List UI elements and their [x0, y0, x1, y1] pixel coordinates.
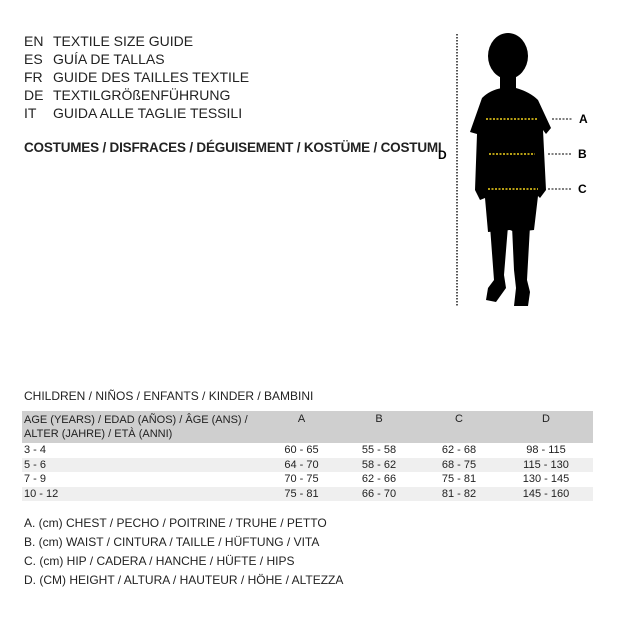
- cell-a: 60 - 65: [284, 444, 319, 457]
- label-a: A: [579, 112, 588, 126]
- lang-line-it: IT GUIDA ALLE TAGLIE TESSILI: [24, 104, 242, 122]
- cell-c: 68 - 75: [419, 457, 499, 472]
- cell-c: 75 - 81: [441, 473, 477, 486]
- cell-b: 62 - 66: [361, 473, 397, 486]
- cell-age: 5 - 6: [22, 457, 264, 472]
- lang-code: EN: [24, 33, 44, 49]
- lang-text: TEXTILE SIZE GUIDE: [53, 33, 194, 49]
- table-row: 10 - 12 75 - 81 66 - 70 81 - 82 145 - 160: [22, 486, 593, 501]
- measure-lines: [486, 118, 538, 190]
- cell-age: 3 - 4: [24, 444, 47, 457]
- children-heading: CHILDREN / NIÑOS / ENFANTS / KINDER / BA…: [24, 389, 314, 403]
- table-row: 5 - 6 64 - 70 58 - 62 68 - 75 115 - 130: [22, 457, 593, 472]
- header-d: D: [499, 411, 593, 443]
- cell-age: 7 - 9: [24, 473, 47, 486]
- cell-a: 75 - 81: [264, 486, 339, 501]
- table-row: 3 - 4 60 - 65 55 - 58 62 - 68 98 - 115: [22, 443, 593, 458]
- lang-line-es: ES GUÍA DE TALLAS: [24, 50, 165, 68]
- label-d: D: [438, 148, 447, 162]
- lang-code: DE: [24, 87, 44, 103]
- cell-a: 70 - 75: [284, 473, 319, 486]
- cell-b: 66 - 70: [339, 486, 419, 501]
- header-age: AGE (YEARS) / EDAD (AÑOS) / ÂGE (ANS) / …: [22, 411, 264, 443]
- lang-text: TEXTILGRÖßENFÜHRUNG: [53, 87, 231, 103]
- lang-code: ES: [24, 51, 43, 67]
- cell-d: 115 - 130: [499, 457, 593, 472]
- header-a: A: [264, 411, 339, 443]
- cell-d: 130 - 145: [522, 473, 570, 486]
- table-row: 7 - 9 70 - 75 62 - 66 75 - 81 130 - 145: [22, 472, 593, 487]
- label-b: B: [578, 147, 587, 161]
- legend-b: B. (cm) WAIST / CINTURA / TAILLE / HÜFTU…: [24, 535, 320, 549]
- cell-b: 58 - 62: [339, 457, 419, 472]
- label-c: C: [578, 182, 587, 196]
- cell-a: 64 - 70: [264, 457, 339, 472]
- cell-d: 98 - 115: [526, 444, 566, 457]
- legend-c: C. (cm) HIP / CADERA / HANCHE / HÜFTE / …: [24, 554, 295, 568]
- child-silhouette-figure: D A B C: [438, 33, 588, 306]
- size-table: AGE (YEARS) / EDAD (AÑOS) / ÂGE (ANS) / …: [22, 411, 593, 501]
- lang-text: GUIDE DES TAILLES TEXTILE: [53, 69, 250, 85]
- cell-c: 62 - 68: [441, 444, 477, 457]
- legend-a: A. (cm) CHEST / PECHO / POITRINE / TRUHE…: [24, 516, 327, 530]
- cell-b: 55 - 58: [361, 444, 397, 457]
- header-b: B: [339, 411, 419, 443]
- header-c: C: [419, 411, 499, 443]
- lang-line-fr: FR GUIDE DES TAILLES TEXTILE: [24, 68, 249, 86]
- child-silhouette-icon: [470, 33, 551, 306]
- lang-line-de: DE TEXTILGRÖßENFÜHRUNG: [24, 86, 230, 104]
- lang-line-en: EN TEXTILE SIZE GUIDE: [24, 32, 193, 50]
- cell-c: 81 - 82: [419, 486, 499, 501]
- lang-text: GUÍA DE TALLAS: [53, 51, 165, 67]
- costumes-heading: COSTUMES / DISFRACES / DÉGUISEMENT / KOS…: [24, 140, 442, 155]
- lang-code: FR: [24, 69, 43, 85]
- lang-code: IT: [24, 105, 37, 121]
- legend-d: D. (CM) HEIGHT / ALTURA / HAUTEUR / HÖHE…: [24, 573, 344, 587]
- table-header-row: AGE (YEARS) / EDAD (AÑOS) / ÂGE (ANS) / …: [22, 411, 593, 443]
- lang-text: GUIDA ALLE TAGLIE TESSILI: [53, 105, 243, 121]
- cell-d: 145 - 160: [499, 486, 593, 501]
- cell-age: 10 - 12: [22, 486, 264, 501]
